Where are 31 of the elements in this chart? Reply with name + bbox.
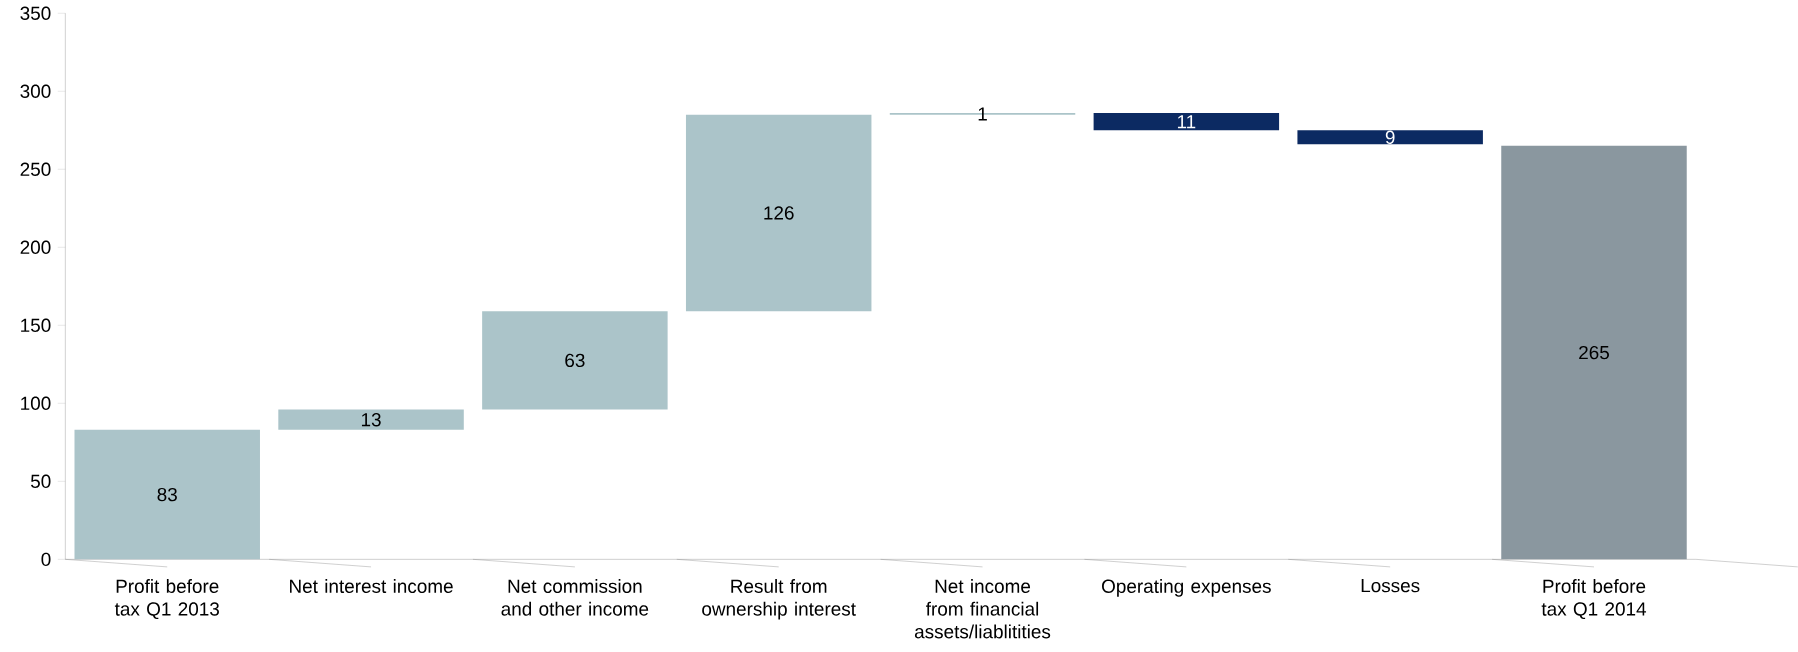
data-label: 126	[764, 206, 794, 220]
x-tick-label: Net income from financial assets/liablitities	[914, 579, 1051, 639]
y-tick-label: 50	[30, 474, 51, 488]
y-tick-label: 350	[20, 6, 51, 20]
data-label: 83	[157, 487, 177, 502]
y-tick-label: 0	[41, 552, 51, 566]
data-label: 63	[565, 353, 585, 368]
x-tick-label: Net commission and other income	[501, 579, 649, 616]
x-tick-label: Losses	[1361, 579, 1420, 593]
y-tick-label: 250	[20, 162, 51, 176]
y-tick-label: 150	[21, 318, 51, 332]
x-tick-label: Net interest income	[290, 579, 453, 593]
data-label: 265	[1579, 345, 1609, 360]
bar	[74, 429, 260, 560]
data-label: 1	[978, 107, 987, 121]
bar	[1093, 113, 1280, 131]
data-label: 11	[1177, 115, 1196, 129]
bar	[278, 409, 464, 430]
bar	[1501, 145, 1687, 560]
data-label: 9	[1385, 130, 1395, 144]
x-tick-label: Profit before tax Q1 2014	[1541, 579, 1647, 620]
bar	[685, 114, 872, 312]
x-tick-label: Operating expenses	[1102, 579, 1271, 597]
data-label: 13	[361, 412, 381, 427]
y-tick-label: 200	[20, 240, 51, 254]
bar	[482, 311, 668, 410]
x-tick-label: Profit before tax Q1 2013	[114, 579, 219, 620]
y-tick-label: 300	[20, 84, 51, 98]
x-tick-label: Result from ownership interest	[702, 579, 856, 620]
bar	[1297, 130, 1483, 145]
y-tick-label: 100	[21, 396, 51, 410]
